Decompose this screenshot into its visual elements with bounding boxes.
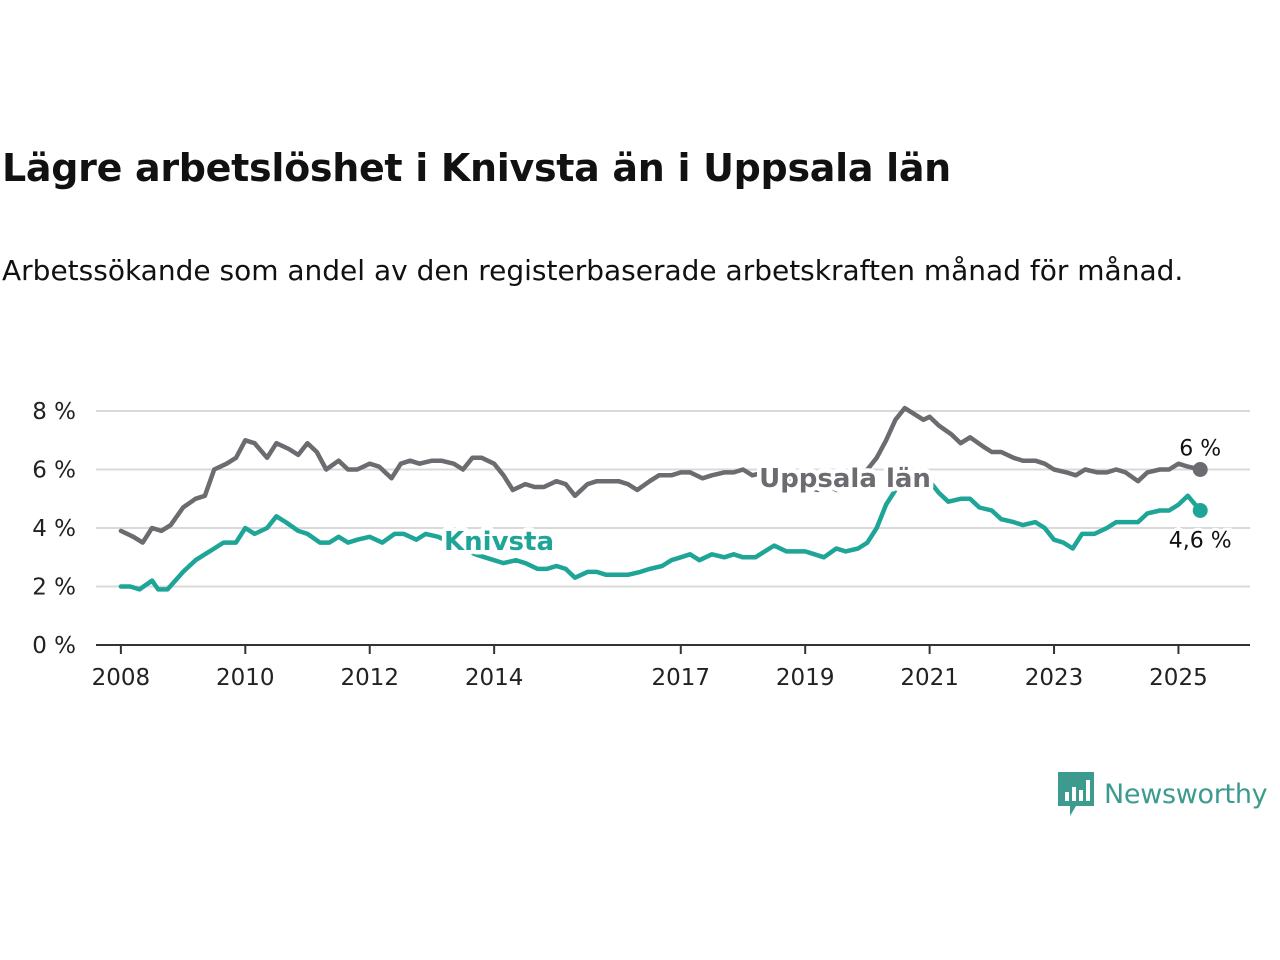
series-labels: Uppsala län 6 % Knivsta 4,6 % (440, 434, 1235, 562)
x-tick-label: 2021 (900, 665, 959, 691)
newsworthy-brand[interactable]: Newsworthy (1058, 772, 1268, 816)
x-tick-label: 2019 (776, 665, 835, 691)
line-chart: 0 % 2 % 4 % 6 % 8 % 2008 2010 2012 2014 2017 2019… (32, 399, 1250, 691)
series-end-marker (1192, 462, 1208, 477)
series-label: Knivsta (444, 527, 554, 557)
chart-subtitle: Arbetssökande som andel av den registerb… (2, 254, 1184, 287)
x-tick-label: 2017 (652, 665, 711, 691)
y-axis: 0 % 2 % 4 % 6 % 8 % (32, 399, 76, 659)
newsworthy-logo-icon (1058, 772, 1094, 816)
series-label: Uppsala län (759, 464, 931, 494)
series-lines (118, 405, 1208, 592)
x-tick-label: 2023 (1025, 665, 1084, 691)
x-tick-label: 2010 (216, 665, 275, 691)
grid-lines (96, 410, 1250, 588)
y-tick-label: 4 % (32, 516, 76, 542)
y-tick-label: 8 % (32, 399, 76, 425)
series-end-label: 4,6 % (1169, 528, 1232, 553)
chart-title: Lägre arbetslöshet i Knivsta än i Uppsal… (2, 146, 951, 190)
series-end-marker (1192, 502, 1208, 518)
series-line-knivsta (118, 473, 1203, 592)
y-tick-label: 2 % (32, 575, 76, 601)
x-tick-label: 2012 (340, 665, 399, 691)
x-tick-label: 2025 (1149, 665, 1208, 691)
brand-name: Newsworthy (1104, 778, 1268, 810)
y-tick-label: 0 % (32, 633, 76, 659)
series-line-uppsala (118, 405, 1203, 545)
x-tick-label: 2014 (465, 665, 524, 691)
x-tick-label: 2008 (92, 665, 151, 691)
x-axis: 2008 2010 2012 2014 2017 2019 2021 2023 2025 (92, 644, 1250, 691)
y-tick-label: 6 % (32, 458, 76, 484)
series-end-label: 6 % (1179, 437, 1221, 462)
